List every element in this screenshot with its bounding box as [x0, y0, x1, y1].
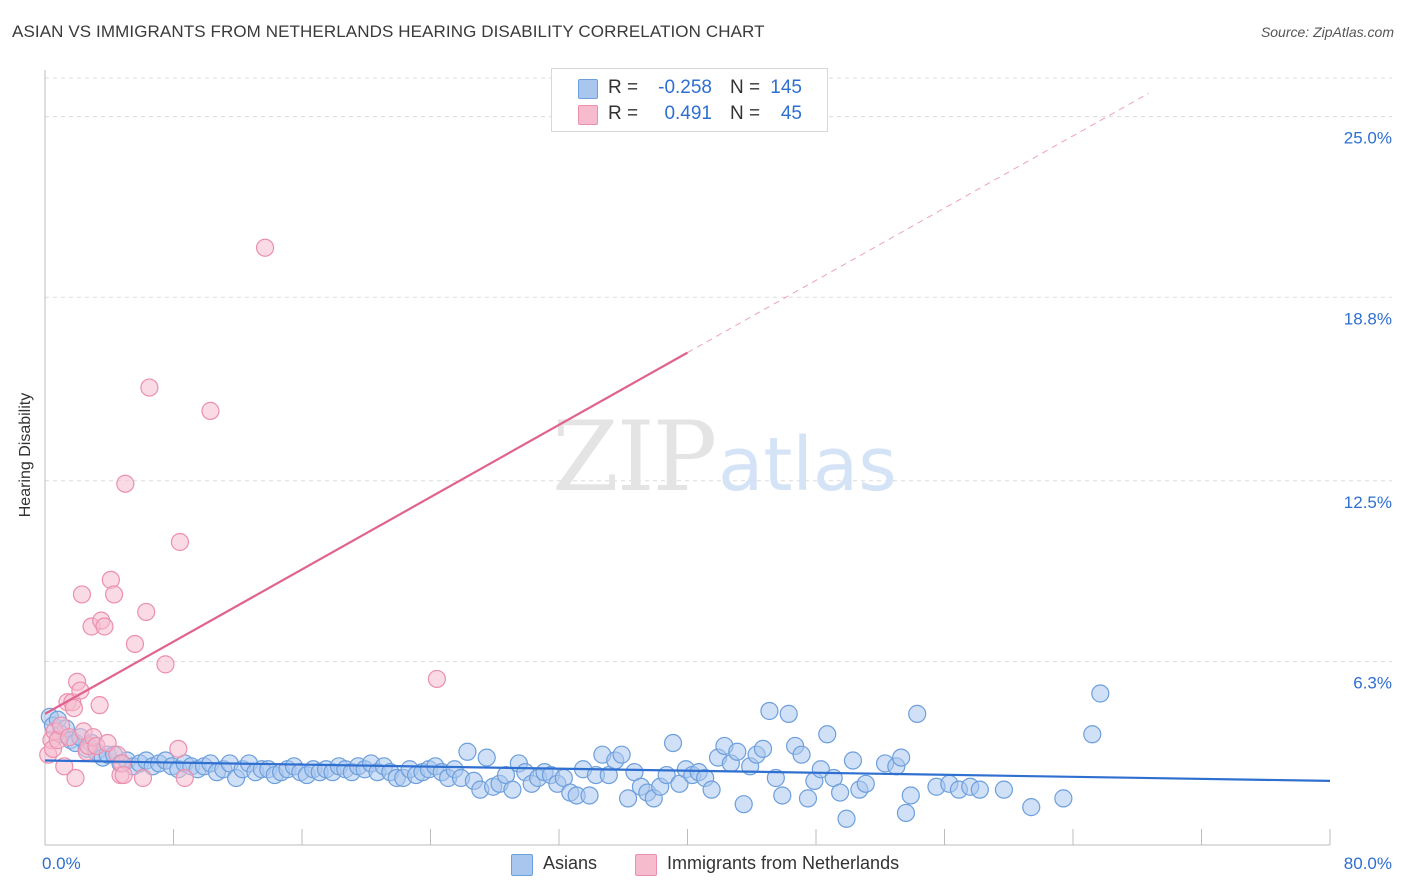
bottom-legend-label-asians: Asians [543, 853, 598, 873]
data-point-asians [908, 704, 927, 723]
legend-n-value: 145 [770, 77, 802, 98]
data-point-netherlands [98, 733, 117, 753]
y-tick-label: 6.3% [1353, 673, 1392, 692]
legend-box: R = -0.258 N = 145 R = 0.491 N = 45 [551, 68, 828, 132]
legend-row-netherlands: R = 0.491 N = 45 [552, 101, 827, 127]
data-point-netherlands [156, 655, 175, 674]
tick-labels: 6.3% 12.5% 18.8% 25.0% 0.0% 80.0% [42, 129, 1392, 873]
data-point-asians [1091, 684, 1110, 703]
data-point-asians [618, 789, 638, 808]
trend-line-netherlands-extension [687, 92, 1149, 354]
series-netherlands [39, 238, 447, 788]
data-point-asians [798, 789, 818, 808]
legend-swatch-netherlands [578, 105, 598, 125]
data-point-netherlands [90, 696, 109, 715]
data-point-netherlands [64, 698, 84, 718]
chart-title: ASIAN VS IMMIGRANTS FROM NETHERLANDS HEA… [12, 22, 765, 41]
data-point-netherlands [95, 617, 114, 636]
legend-row-asians: R = -0.258 N = 145 [552, 75, 827, 101]
bottom-legend-swatch-netherlands [635, 854, 657, 876]
source-label: Source: ZipAtlas.com [1260, 24, 1394, 40]
legend-r-label: R = [608, 103, 639, 124]
data-point-asians [1054, 789, 1073, 808]
legend-n-value: 45 [780, 103, 802, 124]
y-tick-label: 12.5% [1344, 493, 1392, 512]
data-point-asians [753, 739, 773, 758]
data-point-netherlands [104, 585, 124, 604]
data-point-netherlands [175, 768, 194, 788]
y-tick-label: 25.0% [1344, 129, 1392, 148]
data-point-asians [580, 786, 599, 805]
bottom-legend-label-netherlands: Immigrants from Netherlands [667, 853, 900, 873]
data-point-asians [818, 725, 837, 744]
data-point-netherlands [116, 474, 135, 493]
data-point-asians [896, 803, 916, 823]
y-axis-label: Hearing Disability [17, 392, 34, 518]
data-point-asians [830, 783, 850, 802]
data-point-asians [1083, 725, 1102, 744]
trend-line-asians [44, 759, 1331, 783]
y-tick-label: 18.8% [1344, 309, 1392, 328]
data-point-netherlands [71, 681, 90, 700]
data-point-asians [901, 786, 920, 805]
data-point-netherlands [125, 634, 145, 654]
watermark: ZIP atlas [552, 401, 897, 513]
data-point-netherlands [169, 739, 188, 758]
x-tick-label: 0.0% [42, 854, 81, 873]
watermark-zip: ZIP [552, 401, 715, 513]
data-point-netherlands [170, 532, 190, 552]
trend-lines [44, 92, 1331, 783]
data-point-netherlands [133, 768, 153, 788]
data-point-netherlands [140, 378, 159, 397]
data-point-netherlands [201, 401, 220, 420]
series-asians [40, 684, 1110, 828]
legend-swatch-asians [578, 79, 598, 99]
x-tick-label: 80.0% [1344, 854, 1392, 873]
legend-n-label: N = [730, 103, 761, 124]
data-point-netherlands [137, 602, 156, 622]
gridlines [45, 77, 1392, 662]
legend-r-value: -0.258 [658, 77, 712, 98]
data-point-asians [458, 742, 477, 761]
data-point-asians [477, 748, 496, 767]
data-point-asians [773, 786, 792, 805]
data-point-asians [970, 780, 989, 799]
data-point-asians [728, 742, 747, 761]
data-point-netherlands [255, 238, 275, 257]
data-point-netherlands [427, 669, 447, 689]
data-point-asians [792, 745, 811, 764]
data-point-netherlands [114, 765, 133, 785]
data-point-asians [734, 795, 753, 814]
data-point-asians [503, 780, 522, 799]
data-point-asians [994, 780, 1014, 799]
legend-r-label: R = [608, 77, 639, 98]
data-point-asians [892, 748, 911, 767]
data-point-asians [760, 701, 779, 721]
data-point-netherlands [55, 757, 74, 776]
trend-line-netherlands [44, 351, 689, 715]
data-point-asians [837, 809, 856, 828]
data-point-asians [612, 745, 631, 764]
data-point-asians [843, 751, 863, 770]
data-point-asians [702, 780, 721, 799]
watermark-atlas: atlas [718, 422, 897, 508]
legend-r-value: 0.491 [664, 103, 712, 124]
data-point-asians [856, 774, 875, 793]
data-point-asians [766, 768, 785, 788]
data-point-netherlands [66, 768, 85, 788]
data-point-netherlands [72, 585, 92, 604]
legend-n-label: N = [730, 77, 761, 98]
data-point-asians [779, 704, 798, 723]
data-point-asians [663, 733, 683, 753]
bottom-legend-swatch-asians [511, 854, 533, 876]
data-point-asians [1022, 798, 1041, 817]
